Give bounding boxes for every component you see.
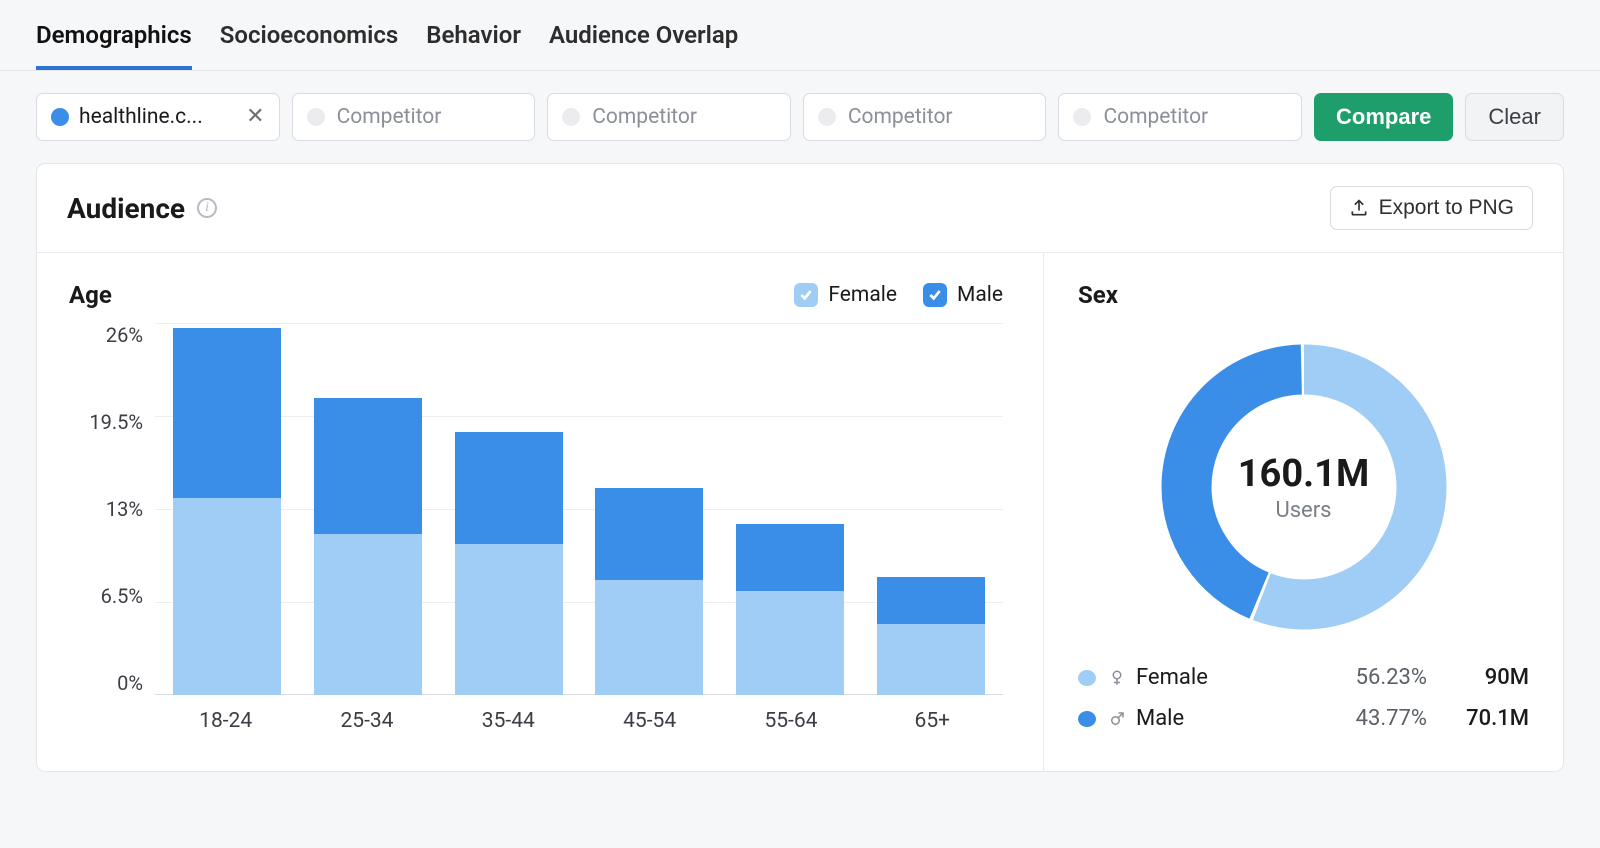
x-tick-label: 65+ [878,709,986,733]
y-tick-label: 19.5% [89,410,143,434]
age-chart: 26% 19.5% 13% 6.5% 0% [69,323,1003,695]
legend-toggle-male[interactable]: Male [923,283,1003,307]
domain-chip[interactable]: healthline.c... ✕ [36,93,280,141]
y-tick-label: 13% [106,497,143,521]
sex-row-percent: 43.77% [1270,706,1427,731]
age-chart-xaxis: 18-24 25-34 35-44 45-54 55-64 65+ [69,695,1003,733]
bar-seg-female [314,534,422,696]
bar-seg-female [455,544,563,696]
bar-55-64[interactable] [736,323,844,695]
bar-seg-male [455,432,563,544]
competitor-input-4[interactable]: Competitor [1058,93,1302,141]
legend-label-male: Male [957,283,1003,307]
y-tick-label: 6.5% [101,584,143,608]
bar-35-44[interactable] [455,323,563,695]
competitor-input-3[interactable]: Competitor [803,93,1047,141]
donut-total-number: 160.1M [1238,452,1370,496]
tab-socioeconomics[interactable]: Socioeconomics [220,22,399,70]
compare-button[interactable]: Compare [1314,93,1453,141]
card-title: Audience [67,192,185,225]
female-symbol-icon [1108,669,1126,687]
tabs-nav: Demographics Socioeconomics Behavior Aud… [0,0,1600,71]
filter-row: healthline.c... ✕ Competitor Competitor … [0,71,1600,163]
card-header: Audience i Export to PNG [37,164,1563,253]
bar-65+[interactable] [877,323,985,695]
legend-dot [1078,670,1096,686]
competitor-dot-icon [562,108,580,126]
bar-seg-male [595,488,703,580]
upload-icon [1349,198,1369,218]
bar-25-34[interactable] [314,323,422,695]
domain-chip-label: healthline.c... [79,105,236,129]
info-icon[interactable]: i [197,198,217,218]
sex-panel: Sex 160.1M Users Female 56.23% 90M Male 43.7… [1043,253,1563,771]
age-chart-bars [155,323,1003,695]
sex-row-male: Male 43.77% 70.1M [1078,698,1529,739]
x-tick-label: 55-64 [737,709,845,733]
export-png-button[interactable]: Export to PNG [1330,186,1533,230]
tab-audience-overlap[interactable]: Audience Overlap [549,22,738,70]
x-tick-label: 25-34 [313,709,421,733]
sex-row-abs: 90M [1439,665,1529,690]
sex-row-percent: 56.23% [1270,665,1427,690]
sex-donut-chart: 160.1M Users [1154,337,1454,637]
tab-behavior[interactable]: Behavior [426,22,521,70]
legend-toggle-female[interactable]: Female [794,283,897,307]
domain-chip-dot [51,108,69,126]
sex-panel-title: Sex [1078,281,1529,309]
bar-seg-male [314,398,422,534]
legend-dot [1078,711,1096,727]
competitor-dot-icon [307,108,325,126]
bar-45-54[interactable] [595,323,703,695]
competitor-input-1[interactable]: Competitor [292,93,536,141]
bar-seg-male [173,328,281,498]
competitor-placeholder: Competitor [337,105,442,129]
tab-demographics[interactable]: Demographics [36,22,192,70]
y-tick-label: 0% [117,671,143,695]
x-tick-label: 18-24 [172,709,280,733]
bar-seg-female [173,498,281,695]
sex-legend-table: Female 56.23% 90M Male 43.77% 70.1M [1078,657,1529,739]
age-panel: Age Female Male [37,253,1043,771]
sex-row-female: Female 56.23% 90M [1078,657,1529,698]
competitor-placeholder: Competitor [848,105,953,129]
age-panel-title: Age [69,281,112,309]
competitor-dot-icon [818,108,836,126]
checkbox-checked-icon [794,283,818,307]
bar-seg-male [736,524,844,591]
age-chart-yaxis: 26% 19.5% 13% 6.5% 0% [69,323,155,695]
x-tick-label: 45-54 [596,709,704,733]
y-tick-label: 26% [106,323,143,347]
legend-label-female: Female [828,283,897,307]
bar-seg-female [595,580,703,696]
age-chart-plot [155,323,1003,695]
domain-chip-remove-icon[interactable]: ✕ [246,106,264,128]
bar-18-24[interactable] [173,323,281,695]
competitor-placeholder: Competitor [1103,105,1208,129]
competitor-placeholder: Competitor [592,105,697,129]
bar-seg-male [877,577,985,624]
sex-row-label: Female [1136,665,1208,690]
sex-row-label: Male [1136,706,1184,731]
competitor-dot-icon [1073,108,1091,126]
bar-seg-female [736,591,844,695]
sex-row-abs: 70.1M [1439,706,1529,731]
male-symbol-icon [1108,710,1126,728]
bar-seg-female [877,624,985,696]
export-png-label: Export to PNG [1379,196,1514,220]
checkbox-checked-icon [923,283,947,307]
audience-card: Audience i Export to PNG Age Female [36,163,1564,772]
x-tick-label: 35-44 [454,709,562,733]
age-chart-legend: Female Male [794,283,1003,307]
donut-total-label: Users [1275,498,1331,523]
competitor-input-2[interactable]: Competitor [547,93,791,141]
clear-button[interactable]: Clear [1465,93,1564,141]
